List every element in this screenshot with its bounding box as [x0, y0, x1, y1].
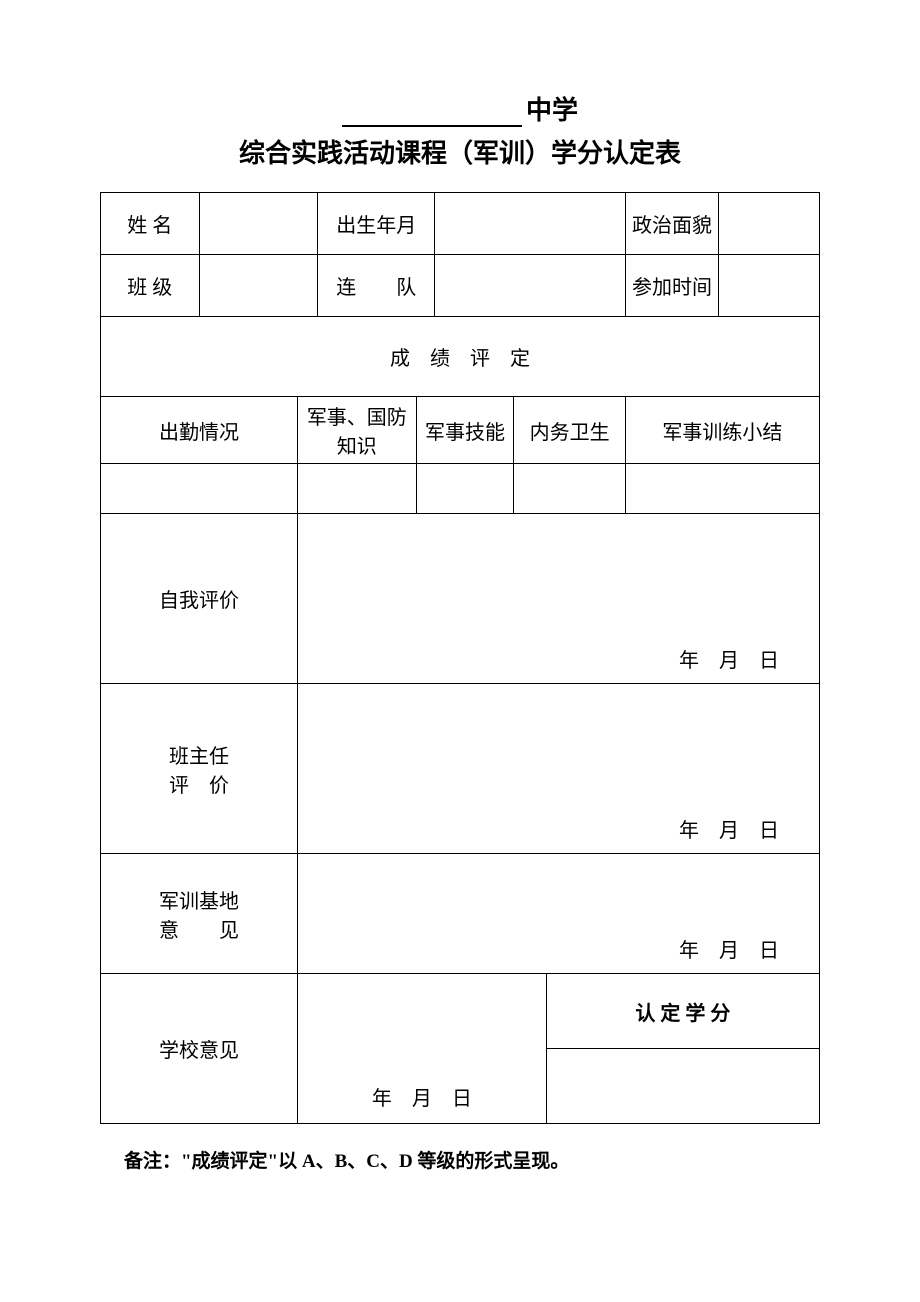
grade-col2-label: 军事、国防知识 — [298, 397, 417, 464]
grade-col2-value — [298, 464, 417, 514]
grade-section-header: 成 绩 评 定 — [101, 317, 820, 397]
school-eval-row-1: 学校意见 年 月 日 认 定 学 分 — [101, 974, 820, 1049]
title-line-1: 中学 — [100, 90, 820, 127]
base-eval-content: 年 月 日 — [298, 854, 820, 974]
teacher-eval-label: 班主任 评 价 — [101, 684, 298, 854]
school-eval-content: 年 月 日 — [298, 974, 547, 1124]
credit-form-table: 姓 名 出生年月 政治面貌 班 级 连 队 参加时间 成 绩 评 定 出勤情况 … — [100, 192, 820, 1124]
grade-col5-value — [625, 464, 819, 514]
title-line-2: 综合实践活动课程（军训）学分认定表 — [100, 133, 820, 170]
base-eval-label-l2: 意 见 — [105, 914, 293, 943]
base-eval-label-l1: 军训基地 — [105, 885, 293, 914]
title-suffix: 中学 — [526, 96, 578, 125]
birth-label: 出生年月 — [318, 193, 435, 255]
jointime-value — [719, 255, 820, 317]
political-value — [719, 193, 820, 255]
base-eval-row: 军训基地 意 见 年 月 日 — [101, 854, 820, 974]
grade-col3-label: 军事技能 — [416, 397, 514, 464]
footnote: 备注："成绩评定"以 A、B、C、D 等级的形式呈现。 — [100, 1146, 820, 1173]
teacher-eval-content: 年 月 日 — [298, 684, 820, 854]
birth-value — [435, 193, 626, 255]
base-eval-label: 军训基地 意 见 — [101, 854, 298, 974]
grade-col4-label: 内务卫生 — [514, 397, 625, 464]
grade-value-row — [101, 464, 820, 514]
grade-section-header-row: 成 绩 评 定 — [101, 317, 820, 397]
self-eval-content: 年 月 日 — [298, 514, 820, 684]
class-label: 班 级 — [101, 255, 200, 317]
grade-col1-label: 出勤情况 — [101, 397, 298, 464]
company-value — [435, 255, 626, 317]
political-label: 政治面貌 — [625, 193, 718, 255]
credit-label: 认 定 学 分 — [546, 974, 819, 1049]
class-value — [199, 255, 318, 317]
grade-col3-value — [416, 464, 514, 514]
teacher-eval-label-l2: 评 价 — [105, 769, 293, 798]
teacher-eval-date: 年 月 日 — [679, 820, 779, 842]
info-row-1: 姓 名 出生年月 政治面貌 — [101, 193, 820, 255]
school-name-blank — [342, 125, 522, 127]
info-row-2: 班 级 连 队 参加时间 — [101, 255, 820, 317]
base-eval-date: 年 月 日 — [679, 940, 779, 962]
grade-col4-value — [514, 464, 625, 514]
school-eval-date: 年 月 日 — [372, 1088, 472, 1110]
self-eval-label: 自我评价 — [101, 514, 298, 684]
name-label: 姓 名 — [101, 193, 200, 255]
company-label: 连 队 — [318, 255, 435, 317]
jointime-label: 参加时间 — [625, 255, 718, 317]
credit-value — [546, 1049, 819, 1124]
grade-col1-value — [101, 464, 298, 514]
teacher-eval-row: 班主任 评 价 年 月 日 — [101, 684, 820, 854]
name-value — [199, 193, 318, 255]
self-eval-date: 年 月 日 — [679, 650, 779, 672]
teacher-eval-label-l1: 班主任 — [105, 740, 293, 769]
school-eval-label: 学校意见 — [101, 974, 298, 1124]
grade-header-row: 出勤情况 军事、国防知识 军事技能 内务卫生 军事训练小结 — [101, 397, 820, 464]
self-eval-row: 自我评价 年 月 日 — [101, 514, 820, 684]
grade-col5-label: 军事训练小结 — [625, 397, 819, 464]
